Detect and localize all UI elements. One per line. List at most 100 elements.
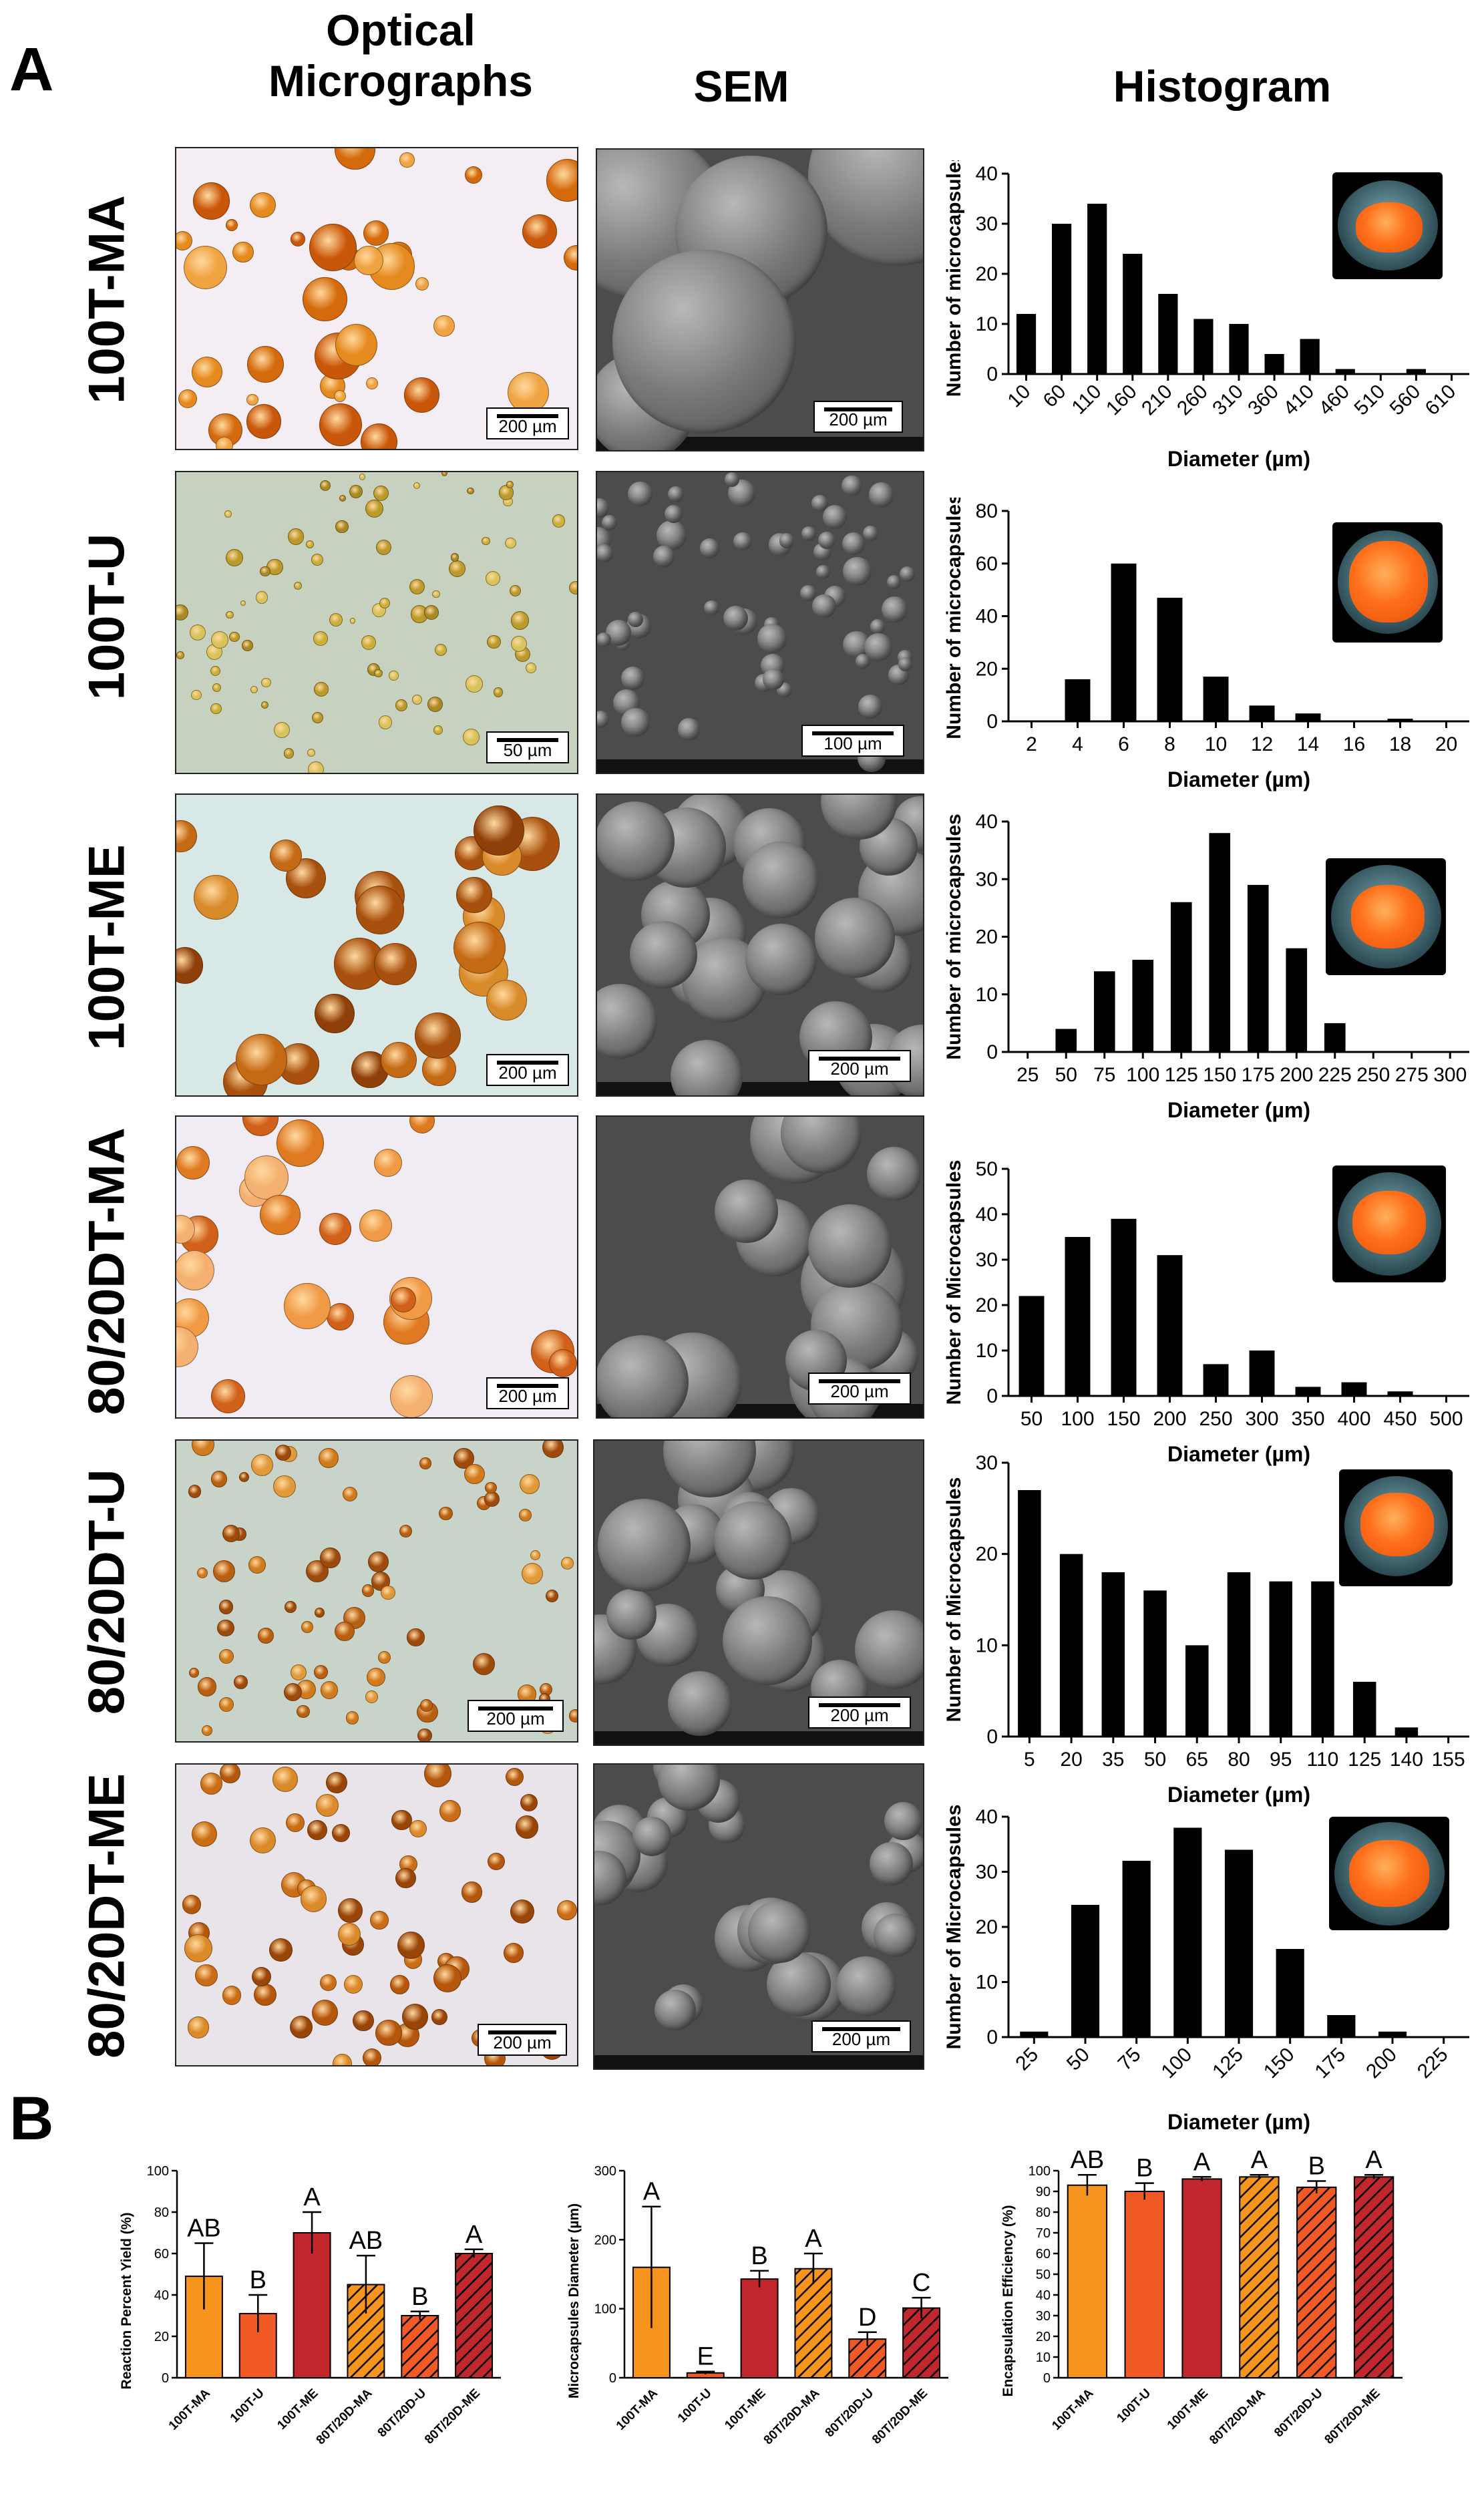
x-tick-label: 75 xyxy=(1114,2044,1145,2075)
micrograph-particle xyxy=(373,485,389,502)
y-tick-label: 80 xyxy=(976,500,998,522)
x-axis-title: Diameter (µm) xyxy=(1167,1098,1310,1122)
micrograph-particle xyxy=(176,1250,214,1290)
micrograph-particle xyxy=(413,482,421,490)
micrograph-particle xyxy=(557,1900,577,1921)
x-tick-label: 80T/20D-U xyxy=(823,2386,877,2441)
micrograph-particle xyxy=(487,1853,505,1871)
sem-particle xyxy=(866,1147,921,1202)
y-tick-label: 100 xyxy=(594,2302,616,2317)
micrograph-particle xyxy=(499,485,514,500)
y-tick-label: 300 xyxy=(594,2164,616,2179)
micrograph-particle xyxy=(195,1964,218,1987)
sem-scale-bar-5: 200 µm xyxy=(808,1696,911,1729)
micrograph-particle xyxy=(307,749,315,757)
x-tick-label: 250 xyxy=(1356,1064,1390,1086)
micrograph-particle xyxy=(509,584,522,597)
micrograph-particle xyxy=(515,1815,539,1839)
micrograph-particle xyxy=(366,1667,385,1687)
x-tick-label: 10 xyxy=(1004,381,1035,412)
micrograph-particle xyxy=(520,1473,540,1495)
y-tick-label: 10 xyxy=(976,1634,998,1656)
micrograph-particle xyxy=(187,2016,210,2038)
y-tick-label: 30 xyxy=(976,1249,998,1271)
x-tick-label: 275 xyxy=(1395,1064,1429,1086)
y-tick-label: 80 xyxy=(1036,2205,1051,2220)
micrograph-particle xyxy=(409,579,425,595)
micrograph-particle xyxy=(363,2048,382,2065)
micrograph-particle xyxy=(242,1117,279,1137)
micrograph-particle xyxy=(236,1034,287,1085)
y-tick-label: 0 xyxy=(986,1041,998,1063)
histogram-bar xyxy=(1111,563,1137,721)
y-tick-label: 20 xyxy=(976,1294,998,1316)
significance-letter: E xyxy=(697,2343,714,2371)
sem-particle xyxy=(628,611,644,627)
optical-scale-bar-1: 200 µm xyxy=(486,407,569,439)
y-tick-label: 10 xyxy=(976,313,998,335)
x-tick-label: 125 xyxy=(1348,1749,1381,1771)
sem-scale-label-6: 200 µm xyxy=(831,2029,891,2049)
micrograph-particle xyxy=(319,1212,351,1246)
micrograph-particle xyxy=(331,1824,350,1843)
sem-particle xyxy=(723,605,748,631)
header-optical: Optical Micrographs xyxy=(268,5,534,106)
x-tick-label: 140 xyxy=(1390,1749,1423,1771)
x-tick-label: 150 xyxy=(1203,1064,1236,1086)
x-tick-label: 65 xyxy=(1186,1749,1208,1771)
sem-particle xyxy=(801,526,817,541)
micrograph-particle xyxy=(526,663,537,674)
x-tick-label: 20 xyxy=(1435,733,1457,755)
histogram-bar xyxy=(1018,1490,1041,1737)
sem-particle xyxy=(898,657,912,672)
product-photo-80-20dt-u xyxy=(1339,1469,1453,1586)
sem-particle xyxy=(632,1816,672,1856)
micrograph-particle xyxy=(217,1619,234,1637)
significance-letter: D xyxy=(858,2304,876,2332)
sem-particle xyxy=(854,1610,923,1689)
histogram-bar xyxy=(1132,960,1154,1052)
optical-micrograph-80-20dt-ma xyxy=(175,1115,578,1419)
x-tick-label: 260 xyxy=(1173,381,1212,420)
micrograph-particle xyxy=(200,1772,223,1795)
micrograph-particle xyxy=(250,1454,273,1476)
micrograph-particle xyxy=(378,715,393,729)
x-tick-label: 4 xyxy=(1072,733,1083,755)
micrograph-particle xyxy=(371,1572,391,1591)
sem-particle xyxy=(597,710,610,729)
y-tick-label: 10 xyxy=(976,984,998,1006)
micrograph-particle xyxy=(334,1621,355,1642)
micrograph-particle xyxy=(176,651,184,659)
y-tick-label: 30 xyxy=(1036,2309,1051,2324)
micrograph-particle xyxy=(285,1813,305,1833)
micrograph-particle xyxy=(314,681,329,697)
micrograph-particle xyxy=(315,1607,325,1618)
sem-particle xyxy=(621,708,651,737)
micrograph-particle xyxy=(192,182,230,220)
sem-particle xyxy=(654,1989,696,2031)
histogram-bar xyxy=(1352,1682,1376,1737)
micrograph-particle xyxy=(424,604,439,620)
micrograph-particle xyxy=(433,725,443,735)
y-tick-label: 40 xyxy=(976,811,998,833)
micrograph-particle xyxy=(252,1966,272,1986)
micrograph-particle xyxy=(467,487,474,495)
x-tick-label: 10 xyxy=(1205,733,1227,755)
micrograph-particle xyxy=(439,1506,453,1521)
histogram-bar xyxy=(1286,948,1308,1052)
x-tick-label: 400 xyxy=(1337,1408,1370,1430)
y-axis-title: Number of microcapsules xyxy=(943,814,965,1059)
micrograph-particle xyxy=(432,590,440,598)
micrograph-particle xyxy=(194,875,239,920)
x-tick-label: 25 xyxy=(1016,1064,1039,1086)
sem-particle xyxy=(855,653,871,669)
micrograph-particle xyxy=(419,1457,432,1469)
y-tick-label: 30 xyxy=(976,213,998,235)
x-tick-label: 80T/20D-MA xyxy=(761,2386,823,2447)
y-axis-title: Microcapsules Diameter (µm) xyxy=(566,2203,582,2398)
micrograph-particle xyxy=(401,2003,428,2030)
micrograph-particle xyxy=(188,1668,199,1678)
x-tick-label: 5 xyxy=(1024,1749,1035,1771)
x-tick-label: 100T-MA xyxy=(166,2386,213,2433)
